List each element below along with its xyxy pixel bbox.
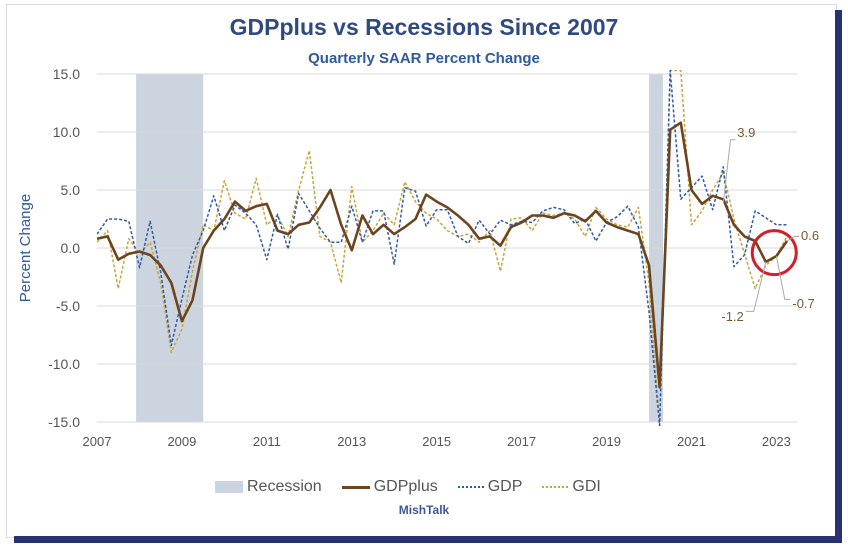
legend-label: GDI [572,478,601,495]
legend-gdi: GDI [542,478,601,496]
annotation-label: -1.2 [721,309,743,324]
annotation-label: 3.9 [737,125,755,140]
gdp-swatch [457,486,484,488]
x-tick-label: 2023 [762,434,791,449]
x-tick-label: 2009 [167,434,196,449]
x-tick-label: 2011 [253,434,281,449]
x-tick-label: 2013 [337,434,366,449]
chart-title: GDPplus vs Recessions Since 2007 [229,14,619,40]
x-tick-label: 2021 [677,434,706,449]
series-gdi-line [97,70,788,426]
annotation-label: 0.6 [801,228,819,243]
x-tick-label: 2007 [83,434,112,449]
x-tick-label: 2017 [507,434,536,449]
y-tick-label: 15.0 [53,66,80,82]
y-tick-label: -5.0 [56,298,80,314]
legend-gdpplus: GDPplus [341,478,438,496]
frame-border-bottom [14,536,842,543]
annotation-leader [745,261,767,312]
gdpplus-swatch [341,485,370,489]
x-tick-label: 2019 [592,434,621,449]
legend-label: Recession [247,478,322,495]
annotation-label: -0.7 [792,296,814,311]
frame-border-right [835,10,842,543]
y-tick-label: 0.0 [61,240,81,256]
gdi-swatch [542,486,569,488]
highlight-circle [750,229,798,277]
legend-recession: Recession [215,478,322,496]
x-tick-label: 2015 [422,434,451,449]
annotation-leader [786,236,799,242]
y-tick-label: 10.0 [53,124,80,140]
y-tick-label: 5.0 [61,182,81,198]
source-brand: MishTalk [398,503,450,517]
y-axis-label: Percent Change [17,194,34,302]
series-gdpplus-line [97,121,789,389]
series-gdp-line [97,70,787,426]
y-tick-label: -15.0 [48,414,80,430]
annotation-leader [775,256,791,300]
legend-label: GDP [487,478,523,495]
chart-subtitle: Quarterly SAAR Percent Change [308,50,540,67]
legend-gdp: GDP [457,478,523,496]
legend: Recession GDPplus GDP GDI [215,478,621,496]
recession-swatch [215,481,243,493]
legend-label: GDPplus [373,478,438,495]
annotation-leader [722,139,736,203]
y-tick-label: -10.0 [48,356,80,372]
